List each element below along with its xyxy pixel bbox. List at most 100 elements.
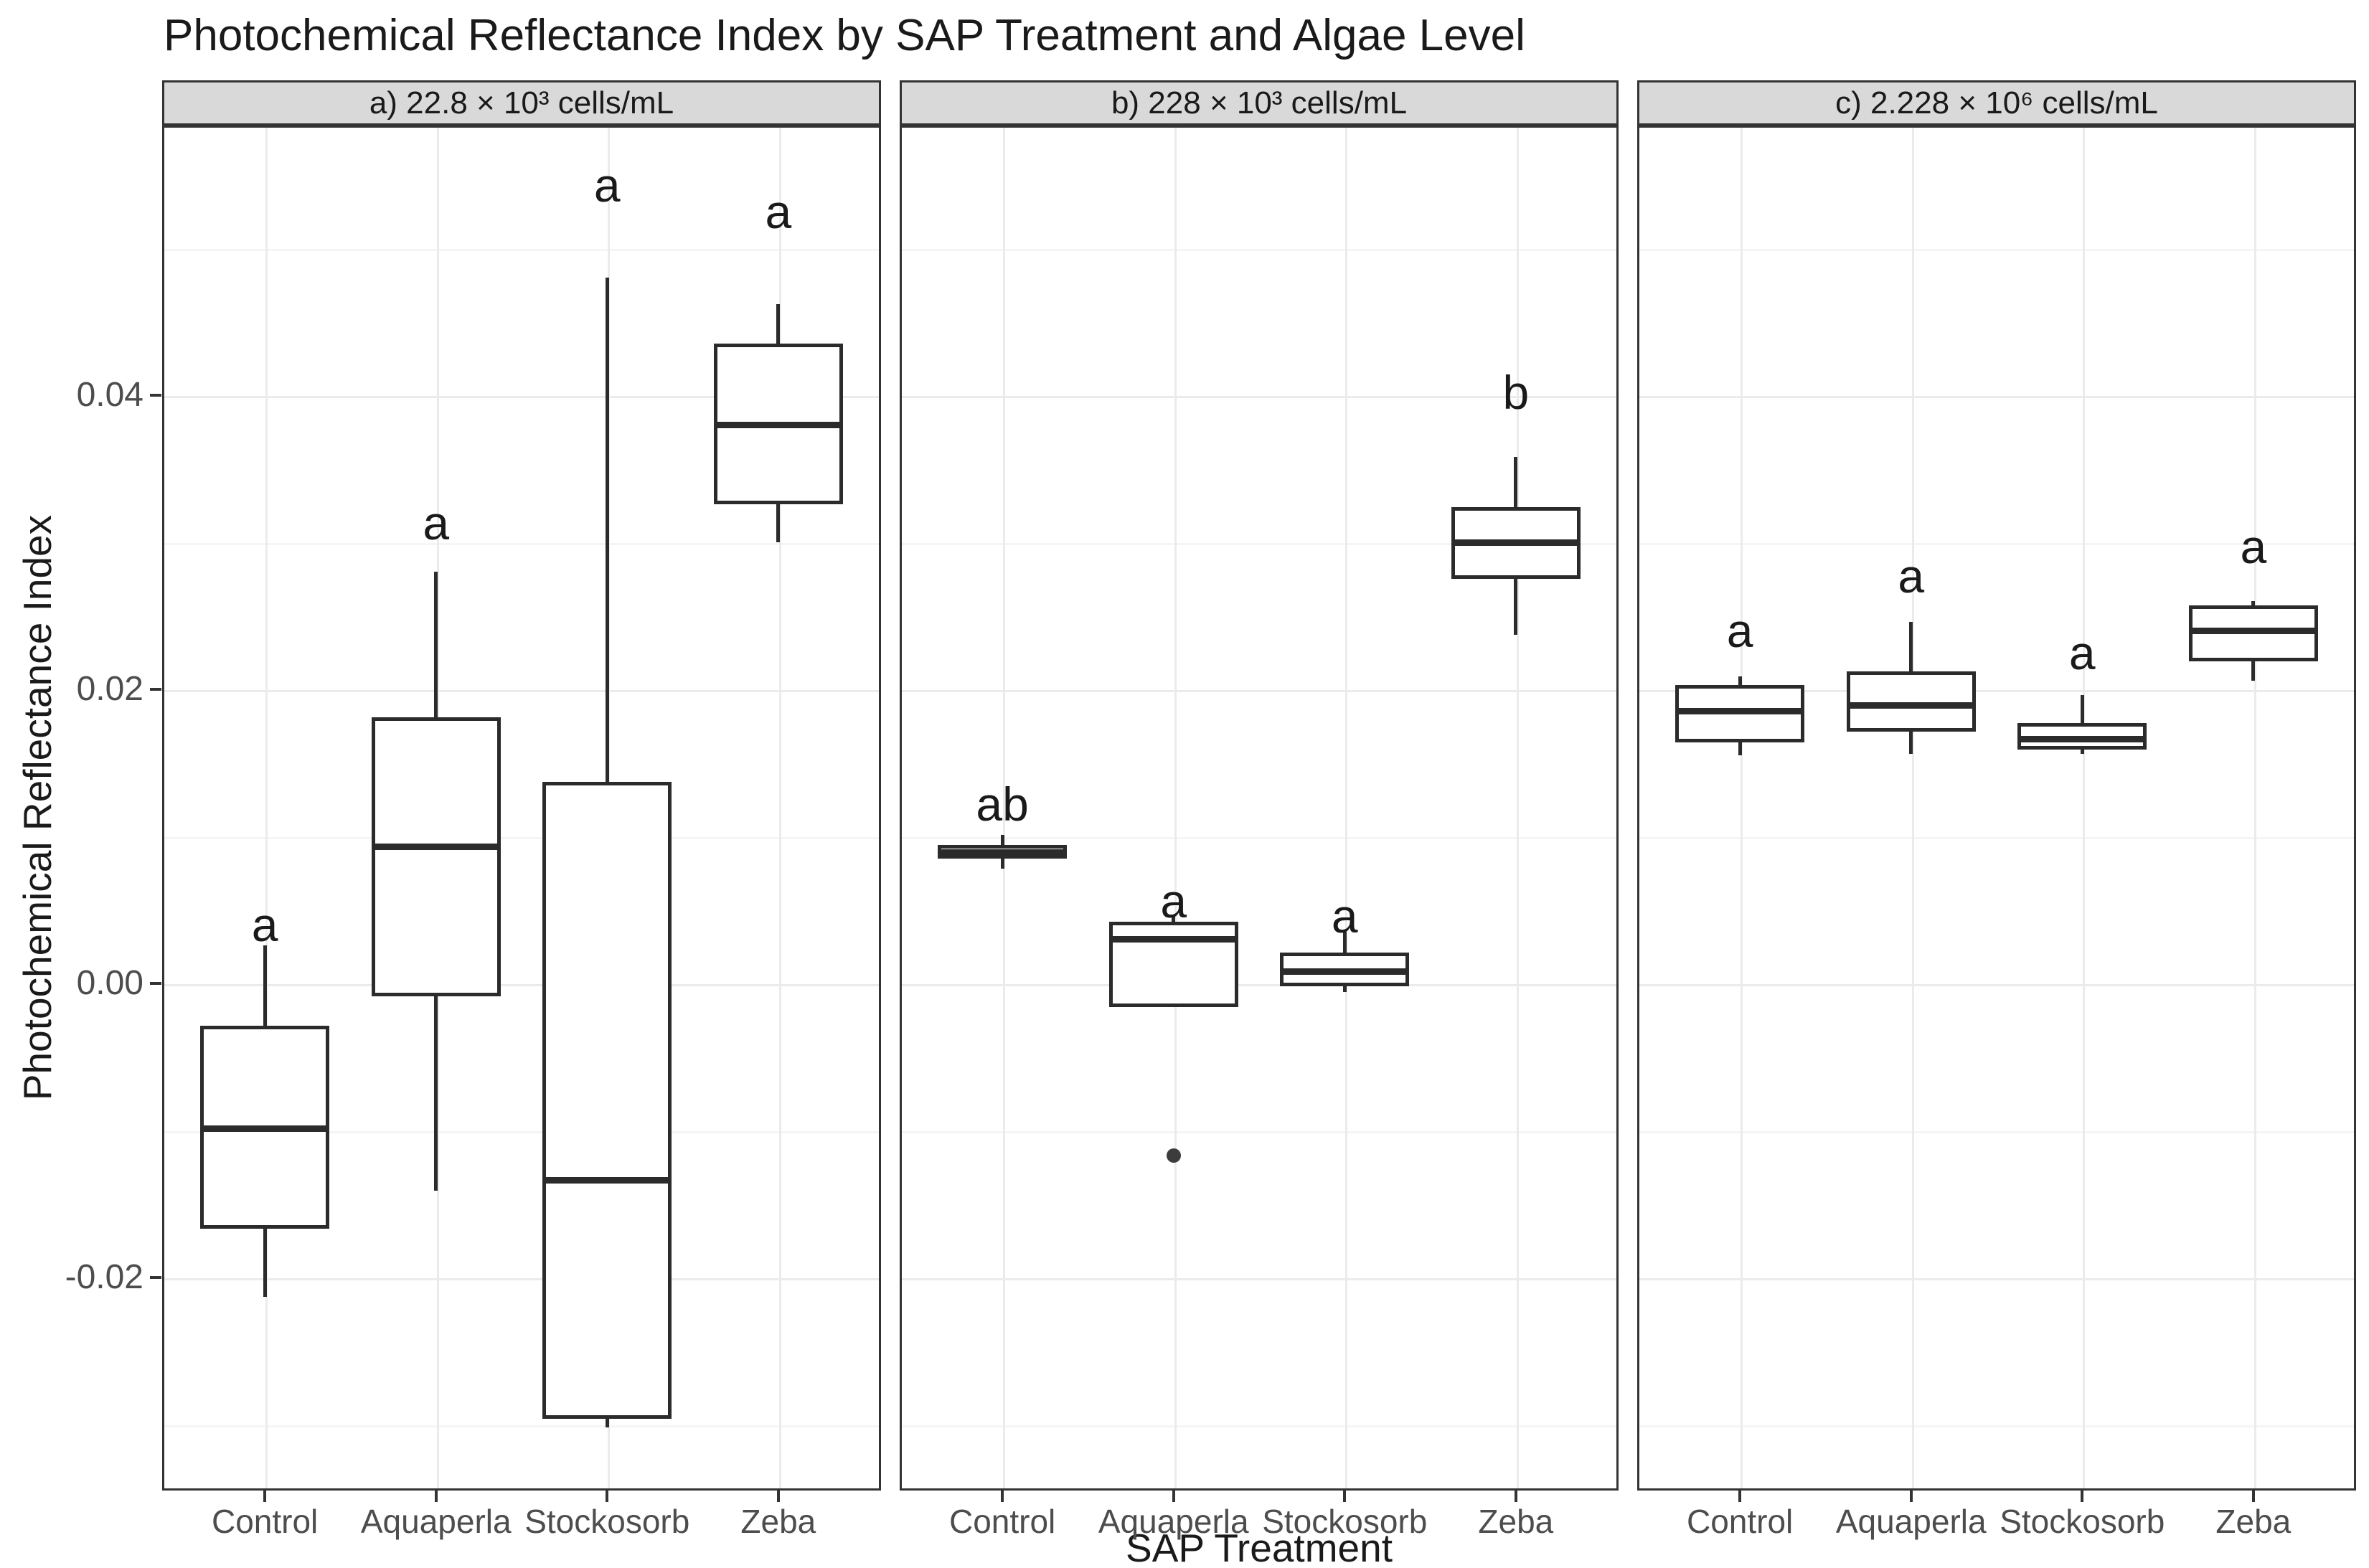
whisker-lower (434, 996, 438, 1191)
x-axis-tick-label: Stockosorb (1262, 1503, 1428, 1540)
x-axis-tick (2251, 1491, 2255, 1502)
x-axis-tick (263, 1491, 267, 1502)
boxplot-box (1108, 921, 1238, 1007)
gridline-major (1639, 396, 2354, 398)
whisker-upper (434, 572, 438, 717)
x-axis-tick-label: Aquaperla (360, 1503, 512, 1540)
significance-letter: a (765, 184, 792, 238)
y-axis-tick (150, 982, 161, 985)
gridline-vertical (1741, 128, 1743, 1488)
facet-strip-c: c) 2.228 × 10⁶ cells/mL (1637, 80, 2356, 126)
x-axis-tick-label: Zeba (2215, 1503, 2292, 1540)
gridline-minor (1639, 837, 2354, 839)
boxplot-box (371, 717, 501, 997)
boxplot-median (1675, 708, 1805, 715)
whisker-upper (1000, 834, 1004, 846)
whisker-upper (1172, 915, 1176, 922)
gridline-minor (1639, 249, 2354, 251)
x-axis-tick (606, 1491, 609, 1502)
x-axis-tick-label: Control (948, 1503, 1056, 1540)
gridline-major (1639, 690, 2354, 692)
x-axis-tick (1514, 1491, 1517, 1502)
significance-letter: a (1331, 889, 1358, 943)
y-axis-tick-label: 0.00 (76, 964, 143, 1002)
x-axis-tick (776, 1491, 780, 1502)
significance-letter: a (1898, 549, 1925, 603)
whisker-lower (776, 504, 781, 542)
gridline-minor (1639, 1131, 2354, 1133)
boxplot-median (2188, 627, 2318, 634)
x-axis-tick-label: Aquaperla (1098, 1503, 1249, 1540)
x-axis-tick (2081, 1491, 2084, 1502)
whisker-upper (776, 303, 781, 344)
boxplot-median (1280, 968, 1410, 976)
outlier-point (1166, 1148, 1181, 1163)
boxplot-box (1846, 671, 1976, 732)
x-axis-tick-label: Stockosorb (524, 1503, 690, 1540)
whisker-upper (605, 278, 609, 783)
x-axis-tick-label: Control (1686, 1503, 1794, 1540)
y-axis-tick (150, 688, 161, 691)
gridline-minor (164, 249, 879, 251)
gridline-major (1639, 1278, 2354, 1280)
significance-letter: a (1160, 874, 1187, 928)
gridline-major (164, 984, 879, 986)
gridline-major (902, 396, 1616, 398)
gridline-minor (1639, 1425, 2354, 1427)
y-axis-title: Photochemical Reflectance Index (15, 514, 60, 1101)
significance-letter: a (423, 496, 450, 550)
boxplot-median (1108, 936, 1238, 943)
whisker-lower (1738, 742, 1742, 756)
boxplot-median (1846, 702, 1976, 709)
y-axis-tick-label: -0.02 (65, 1258, 143, 1296)
whisker-upper (2080, 695, 2084, 724)
facet-strip-label: b) 228 × 10³ cells/mL (1111, 85, 1408, 121)
x-axis-tick-label: Aquaperla (1835, 1503, 1987, 1540)
whisker-lower (1909, 732, 1913, 755)
significance-letter: a (251, 898, 278, 951)
gridline-vertical (2253, 128, 2256, 1488)
boxplot-median (200, 1125, 330, 1133)
y-axis-tick (150, 1276, 161, 1279)
x-axis-tick-label: Zeba (1478, 1503, 1554, 1540)
x-axis-tick (1172, 1491, 1175, 1502)
x-axis-tick (1343, 1491, 1347, 1502)
gridline-minor (902, 1425, 1616, 1427)
x-axis-tick-label: Stockosorb (2000, 1503, 2165, 1540)
gridline-major (902, 1278, 1616, 1280)
gridline-vertical (1911, 128, 1914, 1488)
facet-strip-b: b) 228 × 10³ cells/mL (900, 80, 1619, 126)
gridline-vertical (265, 128, 268, 1488)
gridline-minor (902, 1131, 1616, 1133)
gridline-vertical (1345, 128, 1348, 1488)
significance-letter: ab (976, 777, 1029, 831)
facet-panel-b (900, 126, 1619, 1491)
boxplot-box (542, 782, 672, 1419)
significance-letter: a (2240, 520, 2267, 574)
facet-panel-c (1637, 126, 2356, 1491)
significance-letter: b (1502, 365, 1530, 419)
gridline-major (164, 396, 879, 398)
gridline-minor (164, 1425, 879, 1427)
gridline-minor (902, 837, 1616, 839)
x-axis-tick-label: Control (211, 1503, 319, 1540)
gridline-vertical (1516, 128, 1519, 1488)
gridline-vertical (2083, 128, 2086, 1488)
whisker-lower (263, 1229, 267, 1297)
gridline-major (164, 690, 879, 692)
whisker-upper (1909, 621, 1913, 672)
gridline-major (1639, 984, 2354, 986)
gridline-vertical (1003, 128, 1006, 1488)
whisker-lower (1000, 858, 1004, 869)
whisker-upper (1514, 457, 1518, 507)
gridline-vertical (1174, 128, 1177, 1488)
gridline-minor (902, 543, 1616, 545)
facet-strip-label: a) 22.8 × 10³ cells/mL (369, 85, 674, 121)
boxplot-median (938, 849, 1068, 856)
gridline-minor (164, 837, 879, 839)
gridline-major (902, 690, 1616, 692)
significance-letter: a (593, 158, 621, 212)
significance-letter: a (1726, 604, 1753, 657)
gridline-minor (164, 1131, 879, 1133)
